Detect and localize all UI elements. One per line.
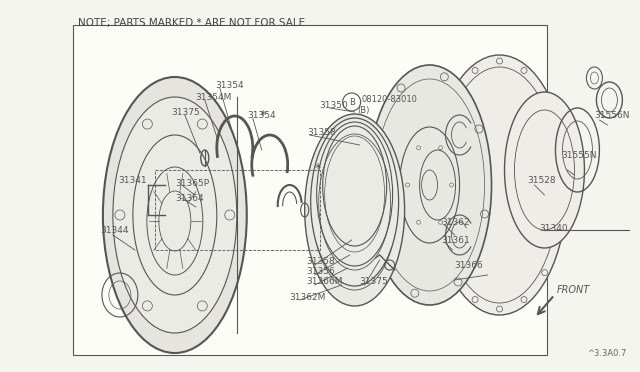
Ellipse shape [305,114,404,306]
Bar [73,25,547,355]
Text: 31362: 31362 [442,218,470,227]
Ellipse shape [113,97,237,333]
Text: 31356: 31356 [307,267,335,276]
Text: 31365P: 31365P [175,179,209,187]
Text: 31375: 31375 [171,108,200,116]
Text: 31350: 31350 [320,100,348,109]
Ellipse shape [103,77,247,353]
Text: 31344: 31344 [100,225,129,234]
Text: 08120-83010: 08120-83010 [362,94,417,103]
Text: 31555N: 31555N [561,151,597,160]
Text: NOTE; PARTS MARKED * ARE NOT FOR SALE.: NOTE; PARTS MARKED * ARE NOT FOR SALE. [78,18,308,28]
Text: ^3.3A0.7: ^3.3A0.7 [587,349,627,358]
Ellipse shape [431,55,568,315]
Text: 31354: 31354 [248,110,276,119]
Text: 31366M: 31366M [307,278,343,286]
Text: 31358: 31358 [307,257,335,266]
Text: *: * [315,161,321,174]
Text: 31361: 31361 [442,235,470,244]
Text: *: * [260,109,266,122]
Text: 31528: 31528 [527,176,556,185]
Ellipse shape [367,65,492,305]
Text: 31556N: 31556N [595,110,630,119]
Text: 31364: 31364 [175,193,204,202]
Text: 31354M: 31354M [195,93,231,102]
Text: 31354: 31354 [215,80,243,90]
Text: (B): (B) [358,106,370,115]
Text: 31358: 31358 [308,128,337,137]
Text: B: B [349,97,355,106]
Ellipse shape [504,92,584,248]
Text: FRONT: FRONT [556,285,589,295]
Text: 31375: 31375 [360,278,388,286]
Ellipse shape [310,118,399,286]
Text: 31362M: 31362M [290,294,326,302]
Text: 31341: 31341 [118,176,147,185]
Text: 31366: 31366 [454,260,483,269]
Text: 31340: 31340 [540,224,568,232]
